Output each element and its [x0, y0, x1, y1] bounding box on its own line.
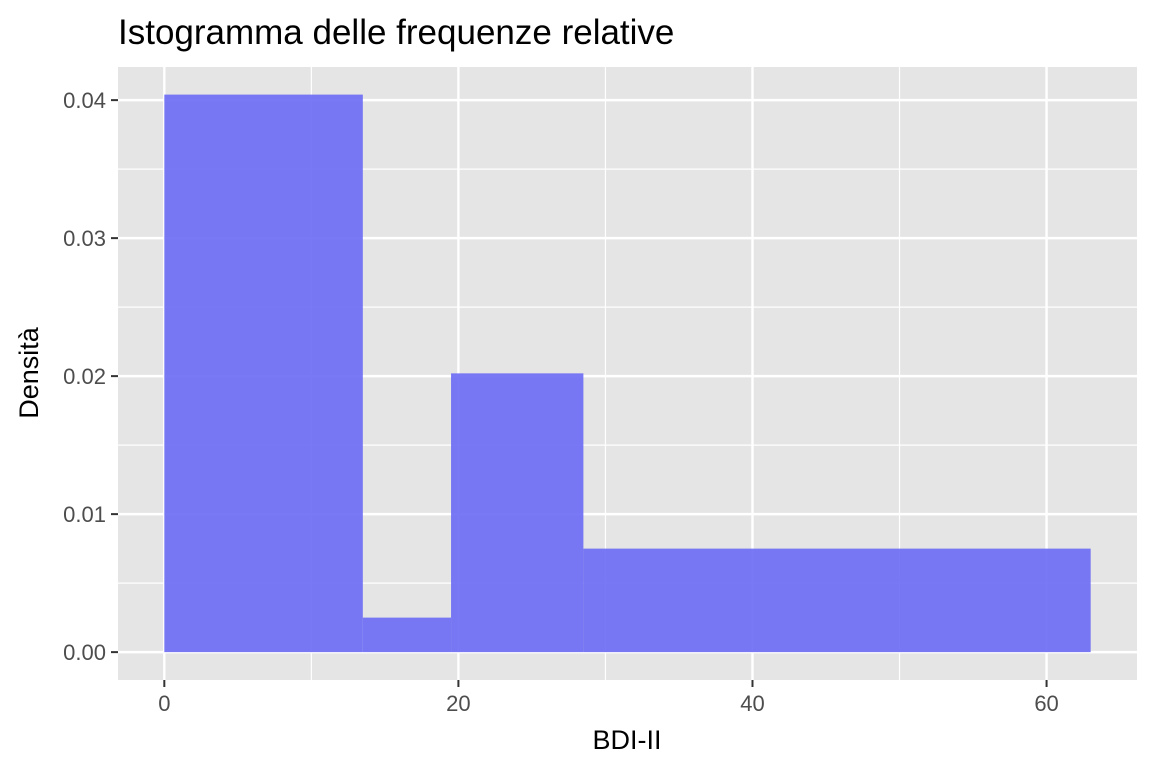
y-tick-label: 0.04	[63, 88, 106, 113]
x-axis-title: BDI-II	[592, 725, 661, 755]
histogram-bar	[451, 373, 584, 653]
chart-title: Istogramma delle frequenze relative	[118, 13, 674, 52]
histogram-bar	[164, 94, 363, 653]
y-tick-label: 0.02	[63, 364, 106, 389]
x-tick-label: 60	[1034, 691, 1058, 716]
y-tick-label: 0.01	[63, 502, 106, 527]
x-tick-label: 40	[740, 691, 764, 716]
x-tick-label: 0	[158, 691, 170, 716]
x-axis: 0 20 40 60	[158, 680, 1059, 716]
y-axis-title: Densità	[14, 326, 44, 419]
y-tick-label: 0.00	[63, 640, 106, 665]
histogram-bar	[362, 617, 452, 653]
y-axis: 0.00 0.01 0.02 0.03 0.04	[63, 88, 118, 665]
histogram-bar	[583, 548, 1091, 653]
histogram-bars	[164, 94, 1091, 653]
x-tick-label: 20	[446, 691, 470, 716]
y-tick-label: 0.03	[63, 226, 106, 251]
